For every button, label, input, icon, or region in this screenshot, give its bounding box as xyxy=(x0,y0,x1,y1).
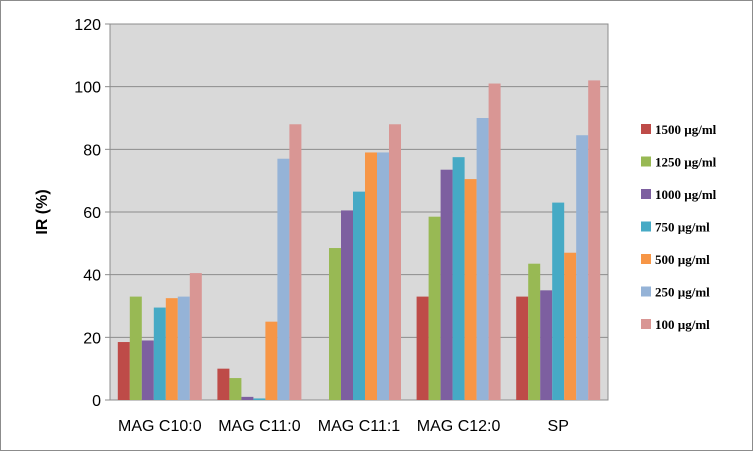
y-tick-label: 20 xyxy=(83,330,101,347)
bar xyxy=(389,124,401,401)
bar xyxy=(476,118,489,400)
legend-label: 250 µg/ml xyxy=(655,285,710,300)
x-category-label: MAG C11:0 xyxy=(218,418,301,435)
legend-label: 1500 µg/ml xyxy=(655,122,717,137)
bar xyxy=(365,152,377,400)
bar xyxy=(117,342,130,400)
y-tick-label: 40 xyxy=(83,268,101,285)
x-category-label: MAG C11:1 xyxy=(318,418,401,435)
bar xyxy=(552,202,565,400)
legend-label: 500 µg/ml xyxy=(655,252,710,267)
legend: 1500 µg/ml 1250 µg/ml 1000 µg/ml 750 µg/ml 5… xyxy=(641,122,717,332)
x-category-label: MAG C10:0 xyxy=(118,418,202,435)
bar xyxy=(452,157,465,400)
bar xyxy=(289,124,302,401)
bar xyxy=(528,263,541,400)
bar xyxy=(353,191,365,400)
y-tick-label: 60 xyxy=(83,205,101,222)
bar xyxy=(217,368,230,400)
legend-swatch xyxy=(641,189,651,199)
bar xyxy=(576,135,589,400)
legend-label: 1250 µg/ml xyxy=(655,155,717,170)
y-tick-label: 0 xyxy=(92,393,101,410)
bar xyxy=(540,290,553,400)
bar xyxy=(153,307,166,400)
x-category-label: SP xyxy=(548,418,569,435)
bar xyxy=(588,80,601,401)
x-axis-categories: MAG C10:0 MAG C11:0 MAG C11:1 MAG C12:0 SP xyxy=(118,418,569,435)
legend-swatch xyxy=(641,221,651,232)
legend-swatch xyxy=(641,156,651,167)
legend-label: 1000 µg/ml xyxy=(655,187,717,202)
bar xyxy=(428,216,441,400)
legend-swatch xyxy=(641,254,651,264)
bar xyxy=(488,83,501,401)
bar xyxy=(241,396,254,400)
bar xyxy=(440,169,453,400)
bar xyxy=(277,158,290,400)
bar xyxy=(416,296,429,400)
x-category-label: MAG C12:0 xyxy=(417,418,501,435)
bar xyxy=(464,179,477,400)
bar xyxy=(189,273,202,400)
bar xyxy=(265,321,278,400)
legend-swatch xyxy=(641,124,651,134)
bar xyxy=(516,296,529,400)
bars xyxy=(117,80,601,401)
bar xyxy=(229,378,242,400)
bar xyxy=(253,398,266,400)
legend-label: 100 µg/ml xyxy=(655,317,710,332)
y-tick-label: 120 xyxy=(74,17,101,34)
legend-swatch xyxy=(641,319,651,329)
bar xyxy=(329,248,341,400)
bar xyxy=(177,296,190,400)
bar xyxy=(129,296,142,400)
y-axis-ticks: 0 20 40 60 80 100 120 xyxy=(74,17,110,410)
y-tick-label: 80 xyxy=(83,142,101,159)
legend-swatch xyxy=(641,286,651,297)
y-tick-label: 100 xyxy=(74,80,101,97)
legend-label: 750 µg/ml xyxy=(655,220,710,235)
y-axis-label: IR (%) xyxy=(34,189,51,234)
bar xyxy=(377,152,389,400)
bar xyxy=(165,298,178,400)
bar xyxy=(564,252,577,400)
bar xyxy=(141,340,154,400)
bar xyxy=(341,210,353,400)
